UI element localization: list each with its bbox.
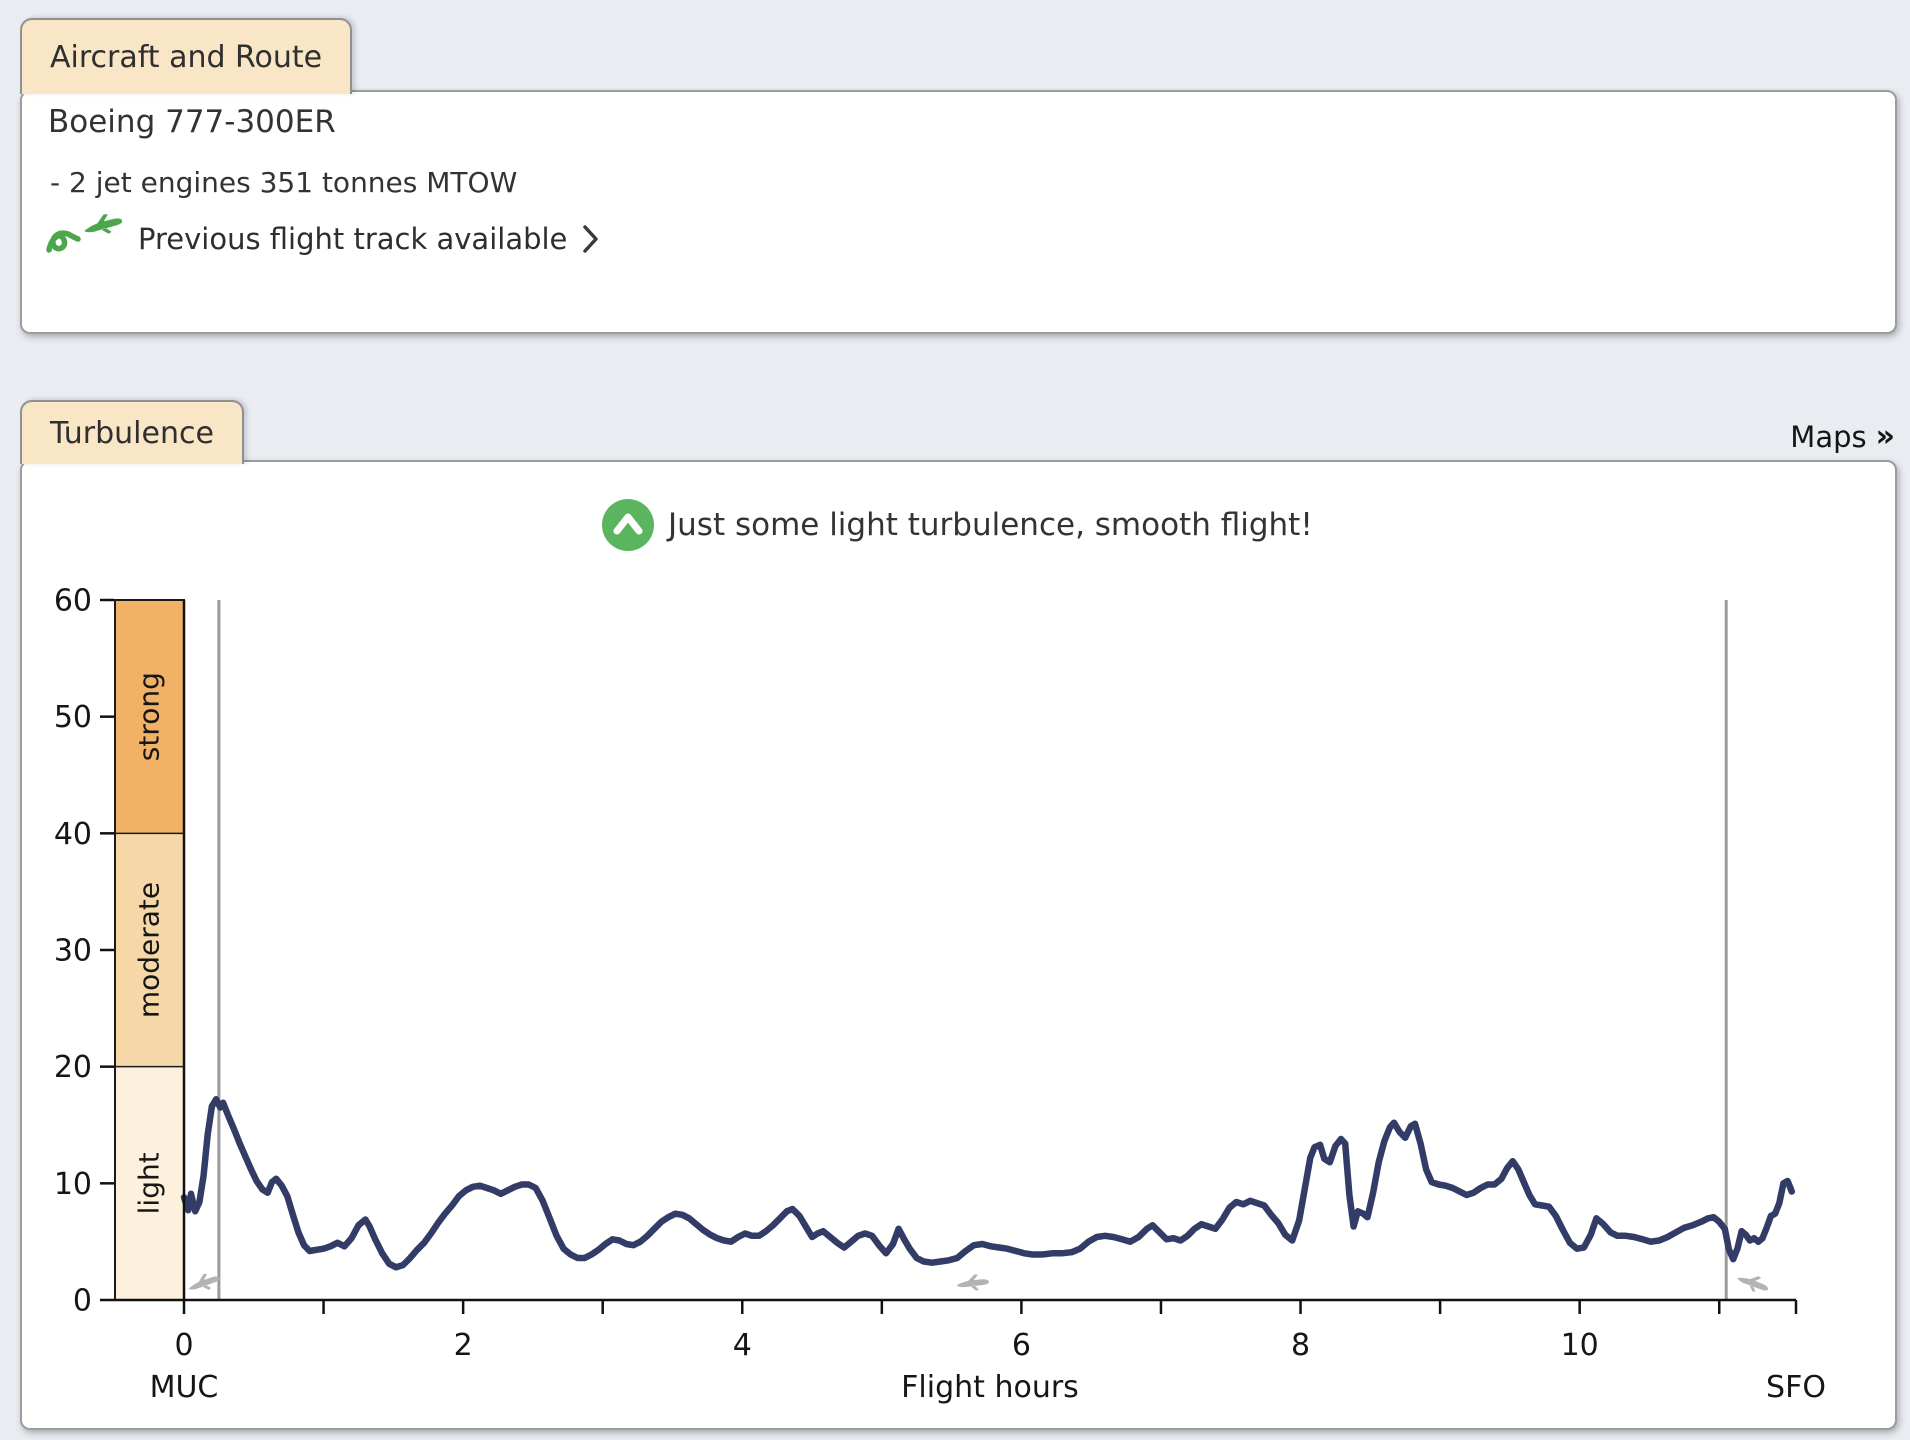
turbulence-status-message: Just some light turbulence, smooth fligh… [668, 507, 1313, 543]
plane-icon-landing [1737, 1276, 1769, 1292]
band-label-moderate: moderate [132, 882, 165, 1018]
y-tick-label: 0 [73, 1284, 92, 1319]
aircraft-tab-label: Aircraft and Route [50, 39, 323, 75]
engine-count: - 2 jet engines [50, 166, 251, 199]
y-tick-label: 40 [54, 817, 92, 852]
band-light [115, 1066, 184, 1300]
previous-flight-track-link[interactable]: Previous flight track available [44, 210, 599, 268]
destination-airport-label: SFO [1766, 1370, 1826, 1405]
x-tick-label: 2 [454, 1328, 473, 1363]
x-tick-label: 0 [174, 1328, 193, 1363]
smooth-flight-icon [599, 496, 657, 554]
band-strong [115, 600, 184, 834]
aircraft-panel-tab: Aircraft and Route [20, 18, 353, 94]
aircraft-specs: - 2 jet engines 351 tonnes MTOW [50, 166, 517, 199]
x-axis-title: Flight hours [901, 1370, 1079, 1405]
plane-icon-takeoff [188, 1273, 220, 1290]
turbulence-panel-tab: Turbulence [20, 400, 244, 464]
previous-flight-track-label: Previous flight track available [138, 222, 568, 256]
y-tick-label: 30 [54, 934, 92, 969]
chevron-right-icon [583, 225, 599, 253]
turbulence-series-line [180, 1096, 1796, 1271]
flight-track-icon [46, 214, 122, 253]
mtow-value: 351 tonnes MTOW [259, 166, 518, 199]
band-label-light: light [132, 1152, 165, 1214]
y-tick-label: 50 [54, 700, 92, 735]
aircraft-panel: Boeing 777-300ER - 2 jet engines 351 ton… [20, 90, 1897, 334]
y-tick-label: 20 [54, 1050, 92, 1085]
plane-icon-cruise [956, 1274, 990, 1291]
y-tick-label: 10 [54, 1167, 92, 1202]
double-chevron-right-icon: » [1875, 419, 1895, 454]
origin-airport-label: MUC [150, 1370, 219, 1405]
turbulence-chart: light moderate strong 0 10 20 30 40 50 60 0 2 4 6 8 10 M… [54, 584, 1826, 1406]
x-tick-label: 10 [1561, 1328, 1599, 1363]
turbulence-panel: Just some light turbulence, smooth fligh… [20, 460, 1897, 1430]
x-tick-label: 6 [1012, 1328, 1031, 1363]
maps-link-label: Maps [1790, 419, 1867, 454]
aircraft-name: Boeing 777-300ER [48, 104, 336, 140]
y-tick-label: 60 [54, 584, 92, 619]
maps-link[interactable]: Maps » [1790, 419, 1895, 454]
x-tick-label: 4 [733, 1328, 752, 1363]
turbulence-tab-label: Turbulence [50, 415, 214, 451]
band-moderate [115, 833, 184, 1067]
x-tick-label: 8 [1291, 1328, 1310, 1363]
band-label-strong: strong [132, 672, 165, 761]
